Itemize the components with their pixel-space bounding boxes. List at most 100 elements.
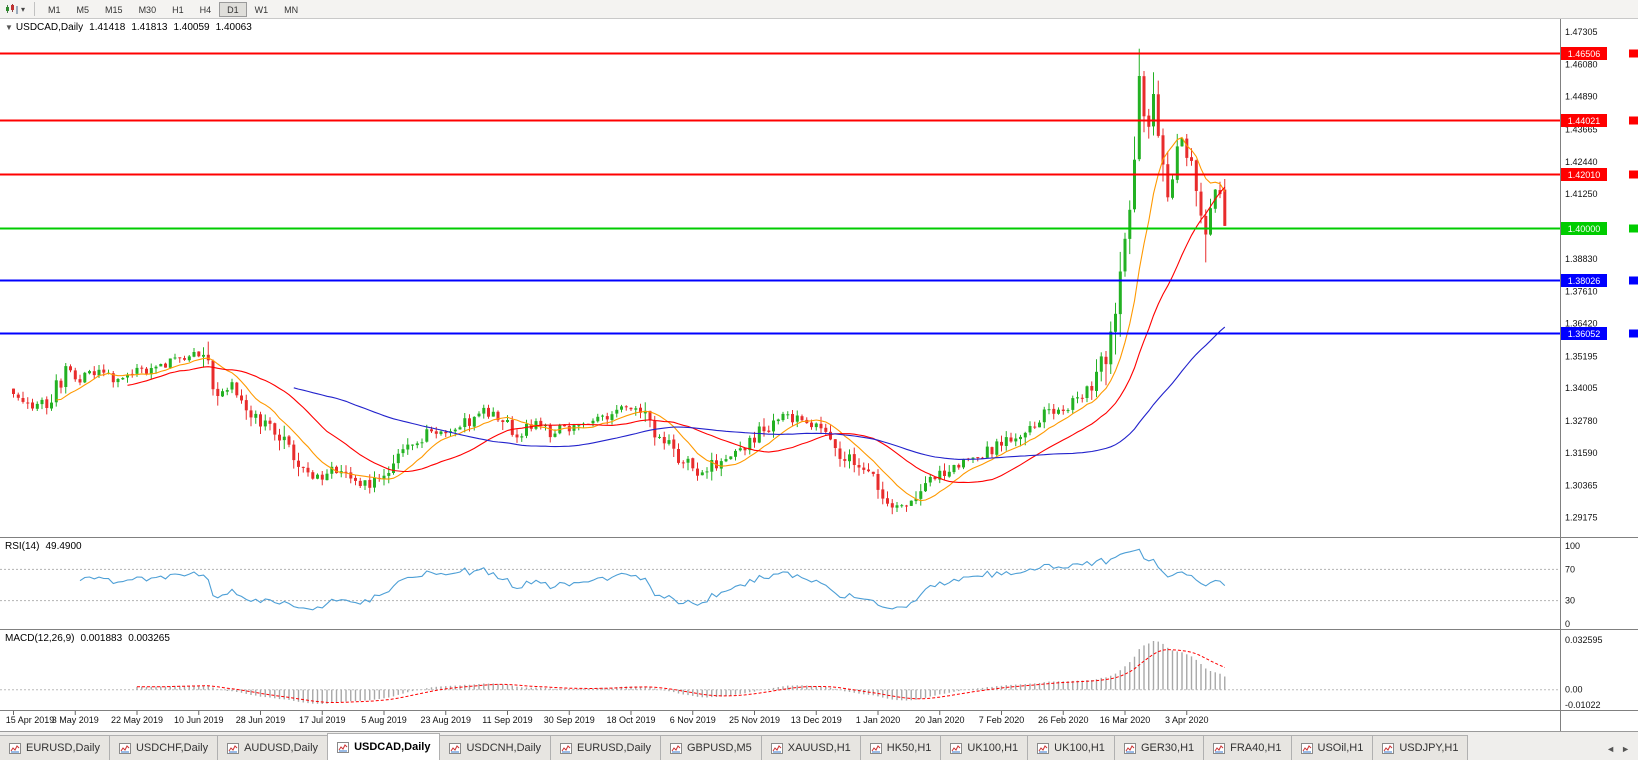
chart-type-dropdown-caret-icon[interactable]: ▾ [21, 4, 26, 14]
collapse-triangle-icon[interactable]: ▼ [5, 23, 13, 32]
tab-audusd-daily[interactable]: AUDUSD,Daily [217, 735, 329, 760]
tab-label: EURUSD,Daily [26, 742, 100, 754]
macd-signal-value: 0.003265 [128, 633, 170, 644]
tab-label: USDCHF,Daily [135, 742, 209, 754]
tab-label: UK100,H1 [967, 742, 1019, 754]
tab-hk50-h1[interactable]: HK50,H1 [859, 735, 942, 760]
chart-type-icon[interactable] [3, 2, 21, 17]
tab-xauusd-h1[interactable]: XAUUSD,H1 [760, 735, 861, 760]
date-axis-label: 18 Oct 2019 [606, 715, 655, 725]
macd-indicator-name: MACD(12,26,9) [5, 633, 75, 644]
price-level-tag [1561, 222, 1607, 235]
price-level-tag [1561, 327, 1607, 340]
tab-usoil-h1[interactable]: USOil,H1 [1290, 735, 1374, 760]
date-axis-label: 15 Apr 2019 [6, 715, 55, 725]
chart-tabs: EURUSD,Daily USDCHF,Daily AUDUSD,Daily USDC… [0, 732, 1598, 760]
tab-eurusd-daily[interactable]: EURUSD,Daily [550, 735, 661, 760]
price-axis-label: 1.36420 [1565, 319, 1598, 329]
chart-tab-icon [9, 742, 21, 754]
macd-main-value: 0.001883 [80, 633, 123, 644]
date-axis-label: 22 May 2019 [111, 715, 163, 725]
date-axis-label: 6 Nov 2019 [670, 715, 716, 725]
rsi-panel: 100 70 30 0 [0, 541, 1580, 629]
tab-uk100-h1[interactable]: UK100,H1 [940, 735, 1029, 760]
price-axis-label: 1.35195 [1565, 351, 1598, 361]
date-axis-label: 5 Aug 2019 [361, 715, 407, 725]
date-axis-label: 7 Feb 2020 [979, 715, 1025, 725]
tabs-scroll-left-icon[interactable]: ◄ [1606, 744, 1616, 754]
price-axis-label: 1.41250 [1565, 189, 1598, 199]
date-axis-label: 16 Mar 2020 [1100, 715, 1151, 725]
price-axis-label: 1.42440 [1565, 157, 1598, 167]
tab-label: UK100,H1 [1054, 742, 1105, 754]
chart-tab-icon [670, 742, 682, 754]
tab-ger30-h1[interactable]: GER30,H1 [1113, 735, 1205, 760]
chart-tab-icon [227, 742, 240, 754]
price-level-tag [1561, 168, 1607, 181]
tab-uk100-h1[interactable]: UK100,H1 [1027, 735, 1115, 760]
price-level-tag-label: 1.38026 [1568, 276, 1601, 286]
date-axis-label: 25 Nov 2019 [729, 715, 780, 725]
date-axis-label: 28 Jun 2019 [236, 715, 286, 725]
timeframe-button-m15[interactable]: M15 [105, 4, 123, 15]
chart-tab-icon [770, 742, 783, 754]
timeframe-buttons: M1 M5 M15 M30 H1 H4 D1 W1 MN [40, 1, 306, 17]
price-level-tag [1561, 47, 1607, 60]
price-axis-label: 1.31590 [1565, 448, 1598, 458]
tab-label: HK50,H1 [886, 742, 932, 754]
price-axis-label: 1.38830 [1565, 254, 1598, 264]
moving-averages-layer [56, 136, 1226, 502]
tab-label: GER30,H1 [1140, 742, 1195, 754]
date-axis-label: 17 Jul 2019 [299, 715, 346, 725]
chart-tab-icon [1300, 742, 1313, 754]
macd-header: MACD(12,26,9) 0.001883 0.003265 [5, 633, 170, 644]
chart-tab-icon [950, 742, 963, 754]
date-axis-label: 23 Aug 2019 [420, 715, 471, 725]
price-axis-label: 1.30365 [1565, 481, 1598, 491]
tab-fra40-h1[interactable]: FRA40,H1 [1203, 735, 1292, 760]
timeframe-button-h4[interactable]: H4 [199, 4, 212, 15]
tab-gbpusd-m5[interactable]: GBPUSD,M5 [660, 735, 762, 760]
tabs-scroll-right-icon[interactable]: ► [1621, 744, 1630, 754]
price-level-edge-mark [1629, 170, 1638, 179]
candles-layer [12, 48, 1227, 515]
price-level-tag-label: 1.46506 [1568, 49, 1601, 59]
timeframe-button-mn[interactable]: MN [284, 4, 299, 15]
chart-tabs-bar: EURUSD,Daily USDCHF,Daily AUDUSD,Daily USDC… [0, 731, 1638, 760]
tab-usdcad-daily[interactable]: USDCAD,Daily [327, 733, 441, 760]
timeframe-button-d1[interactable]: D1 [219, 1, 247, 17]
horizontal-lines-layer[interactable]: 1.46506 1.44021 1.42010 1.40000 1.38026 1.360… [0, 47, 1638, 340]
symbol-label: USDCAD,Daily [15, 22, 84, 33]
timeframe-button-w1[interactable]: W1 [254, 4, 269, 15]
timeframe-button-m30[interactable]: M30 [138, 4, 157, 15]
tab-label: FRA40,H1 [1230, 742, 1282, 754]
date-axis-label: 10 Jun 2019 [174, 715, 224, 725]
timeframe-button-m5[interactable]: M5 [76, 4, 90, 15]
tab-label: GBPUSD,M5 [687, 742, 752, 754]
chart-tab-icon [560, 742, 573, 754]
rsi-line [79, 548, 1226, 611]
rsi-axis-label: 0 [1565, 619, 1570, 629]
tab-usdjpy-h1[interactable]: USDJPY,H1 [1372, 735, 1469, 760]
tab-label: USDJPY,H1 [1399, 742, 1459, 754]
macd-signal-line [137, 649, 1226, 703]
tab-usdcnh-daily[interactable]: USDCNH,Daily [439, 735, 552, 760]
tab-scroll-controls: ◄ ► [1598, 744, 1638, 760]
macd-axis-label: 0.032595 [1565, 635, 1603, 645]
tab-eurusd-daily[interactable]: EURUSD,Daily [0, 735, 110, 760]
tab-label: USOil,H1 [1317, 742, 1364, 754]
price-level-tag-label: 1.42010 [1568, 170, 1601, 180]
tab-label: EURUSD,Daily [577, 742, 651, 754]
tab-usdchf-daily[interactable]: USDCHF,Daily [108, 735, 219, 760]
date-axis-label: 1 Jan 2020 [856, 715, 901, 725]
chart-tab-icon [449, 742, 462, 754]
chart-tab-icon [1037, 742, 1050, 754]
rsi-axis-label: 100 [1565, 541, 1580, 551]
panel-separators[interactable] [0, 19, 1638, 731]
timeframe-button-m1[interactable]: M1 [48, 4, 61, 15]
timeframe-button-h1[interactable]: H1 [172, 4, 184, 15]
chart-tab-icon [118, 742, 131, 754]
tab-label: AUDUSD,Daily [244, 742, 319, 754]
